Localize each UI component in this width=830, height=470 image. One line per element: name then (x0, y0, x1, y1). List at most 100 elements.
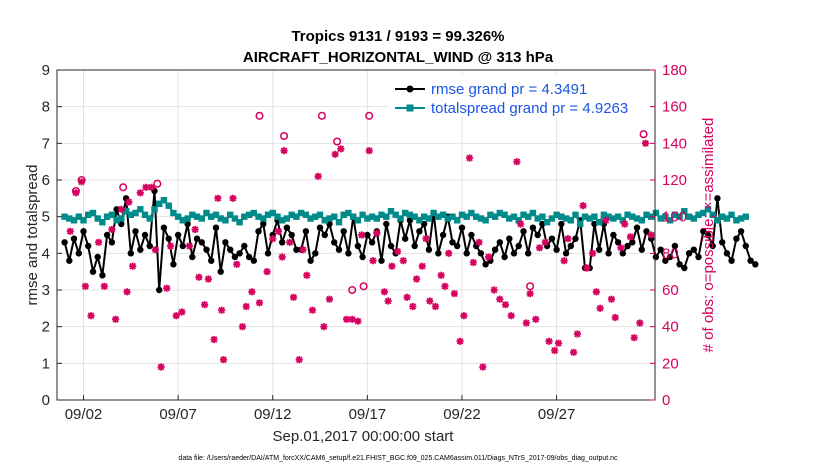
obs-assimilated-marker (278, 253, 286, 261)
obs-assimilated-marker (123, 288, 131, 296)
obs-assimilated-glyph (490, 286, 498, 294)
totalspread-point (435, 213, 442, 220)
totalspread-point (402, 209, 409, 217)
rmse-point (354, 242, 362, 250)
obs-assimilated-marker (66, 227, 74, 235)
obs-assimilated-marker (229, 194, 237, 202)
obs-assimilated-marker (286, 238, 294, 246)
rmse-point (737, 228, 745, 235)
totalspread-point (283, 215, 291, 222)
obs-assimilated-glyph (579, 202, 587, 210)
totalspread-point (506, 215, 513, 222)
obs-assimilated-glyph (526, 290, 534, 298)
obs-assimilated-marker (233, 260, 241, 268)
obs-assimilated-marker (380, 288, 388, 296)
totalspread-point (463, 213, 470, 220)
x-tick-label: 09/07 (159, 406, 197, 423)
obs-assimilated-marker (426, 297, 434, 305)
totalspread-point (600, 211, 608, 218)
totalspread-point (723, 215, 731, 222)
obs-assimilated-glyph (229, 194, 237, 202)
obs-assimilated-marker (191, 225, 199, 234)
obs-assimilated-marker (507, 312, 515, 320)
totalspread-point (184, 215, 191, 222)
chart-title-line2: AIRCRAFT_HORIZONTAL_WIND @ 313 hPa (243, 49, 554, 66)
obs-assimilated-glyph (380, 288, 388, 296)
totalspread-point (208, 213, 215, 220)
obs-assimilated-glyph (295, 356, 303, 364)
totalspread-point (160, 197, 168, 204)
totalspread-point (241, 213, 248, 220)
obs-assimilated-marker (125, 198, 133, 206)
obs-assimilated-glyph (456, 337, 464, 345)
rmse-point (742, 242, 749, 250)
obs-assimilated-marker (554, 339, 563, 347)
obs-assimilated-marker (526, 290, 534, 298)
obs-assimilated-glyph (501, 301, 510, 309)
totalspread-point (638, 217, 645, 224)
totalspread-point (534, 215, 541, 222)
rmse-point (614, 239, 622, 246)
totalspread-point (685, 213, 693, 220)
obs-assimilated-glyph (437, 271, 445, 279)
totalspread-point (695, 211, 702, 218)
obs-assimilated-glyph (641, 139, 650, 147)
totalspread-point (572, 211, 579, 218)
rmse-point (127, 250, 134, 257)
obs-assimilated-marker (445, 249, 453, 257)
totalspread-point (137, 206, 144, 213)
obs-assimilated-marker (78, 178, 86, 186)
obs-assimilated-marker (636, 319, 644, 327)
obs-assimilated-marker (437, 271, 445, 279)
obs-assimilated-glyph (570, 348, 578, 356)
obs-assimilated-marker (163, 284, 171, 292)
totalspread-point (525, 213, 532, 220)
obs-assimilated-glyph (422, 235, 430, 243)
rmse-point (66, 257, 73, 264)
obs-assimilated-marker (469, 258, 477, 267)
totalspread-point (198, 215, 205, 222)
obs-assimilated-glyph (166, 242, 175, 250)
plot-area-frame (56, 69, 656, 401)
obs-assimilated-glyph (384, 297, 392, 305)
rmse-point (160, 224, 168, 231)
obs-assimilated-glyph (513, 158, 521, 166)
obs-assimilated-glyph (112, 315, 120, 323)
totalspread-point (392, 211, 399, 218)
totalspread-point (227, 211, 234, 218)
rmse-point (245, 253, 253, 261)
obs-possible-marker (365, 111, 374, 120)
totalspread-point (316, 211, 324, 218)
totalspread-point (236, 219, 243, 226)
totalspread-point (652, 209, 660, 217)
totalspread-point (496, 209, 503, 217)
totalspread-point (548, 215, 556, 222)
obs-assimilated-marker (219, 356, 228, 364)
rmse-point (113, 206, 120, 213)
obs-assimilated-marker (365, 147, 373, 155)
obs-assimilated-glyph (596, 304, 604, 312)
totalspread-point (581, 213, 589, 220)
rmse-point (94, 253, 101, 261)
obs-assimilated-glyph (125, 198, 133, 206)
totalspread-point (539, 213, 546, 220)
data-file-footer: data file: /Users/raeder/DAI/ATM_forcXX/… (178, 455, 618, 462)
rmse-point (179, 242, 186, 250)
totalspread-point (189, 211, 196, 218)
obs-assimilated-marker (373, 229, 381, 237)
obs-possible-marker (348, 285, 357, 295)
obs-assimilated-glyph (185, 242, 194, 250)
obs-assimilated-marker (583, 264, 591, 272)
y-tick-label-left: 7 (42, 135, 50, 152)
obs-assimilated-glyph (551, 346, 559, 355)
obs-possible-marker (280, 131, 289, 141)
rmse-point (491, 246, 499, 253)
totalspread-point (510, 213, 518, 220)
obs-assimilated-glyph (583, 264, 591, 272)
x-tick-label: 09/02 (65, 406, 103, 423)
totalspread-point (501, 211, 508, 218)
rmse-point (596, 246, 603, 253)
rmse-point (364, 231, 371, 239)
rmse-point (482, 261, 489, 268)
rmse-point (89, 268, 97, 275)
